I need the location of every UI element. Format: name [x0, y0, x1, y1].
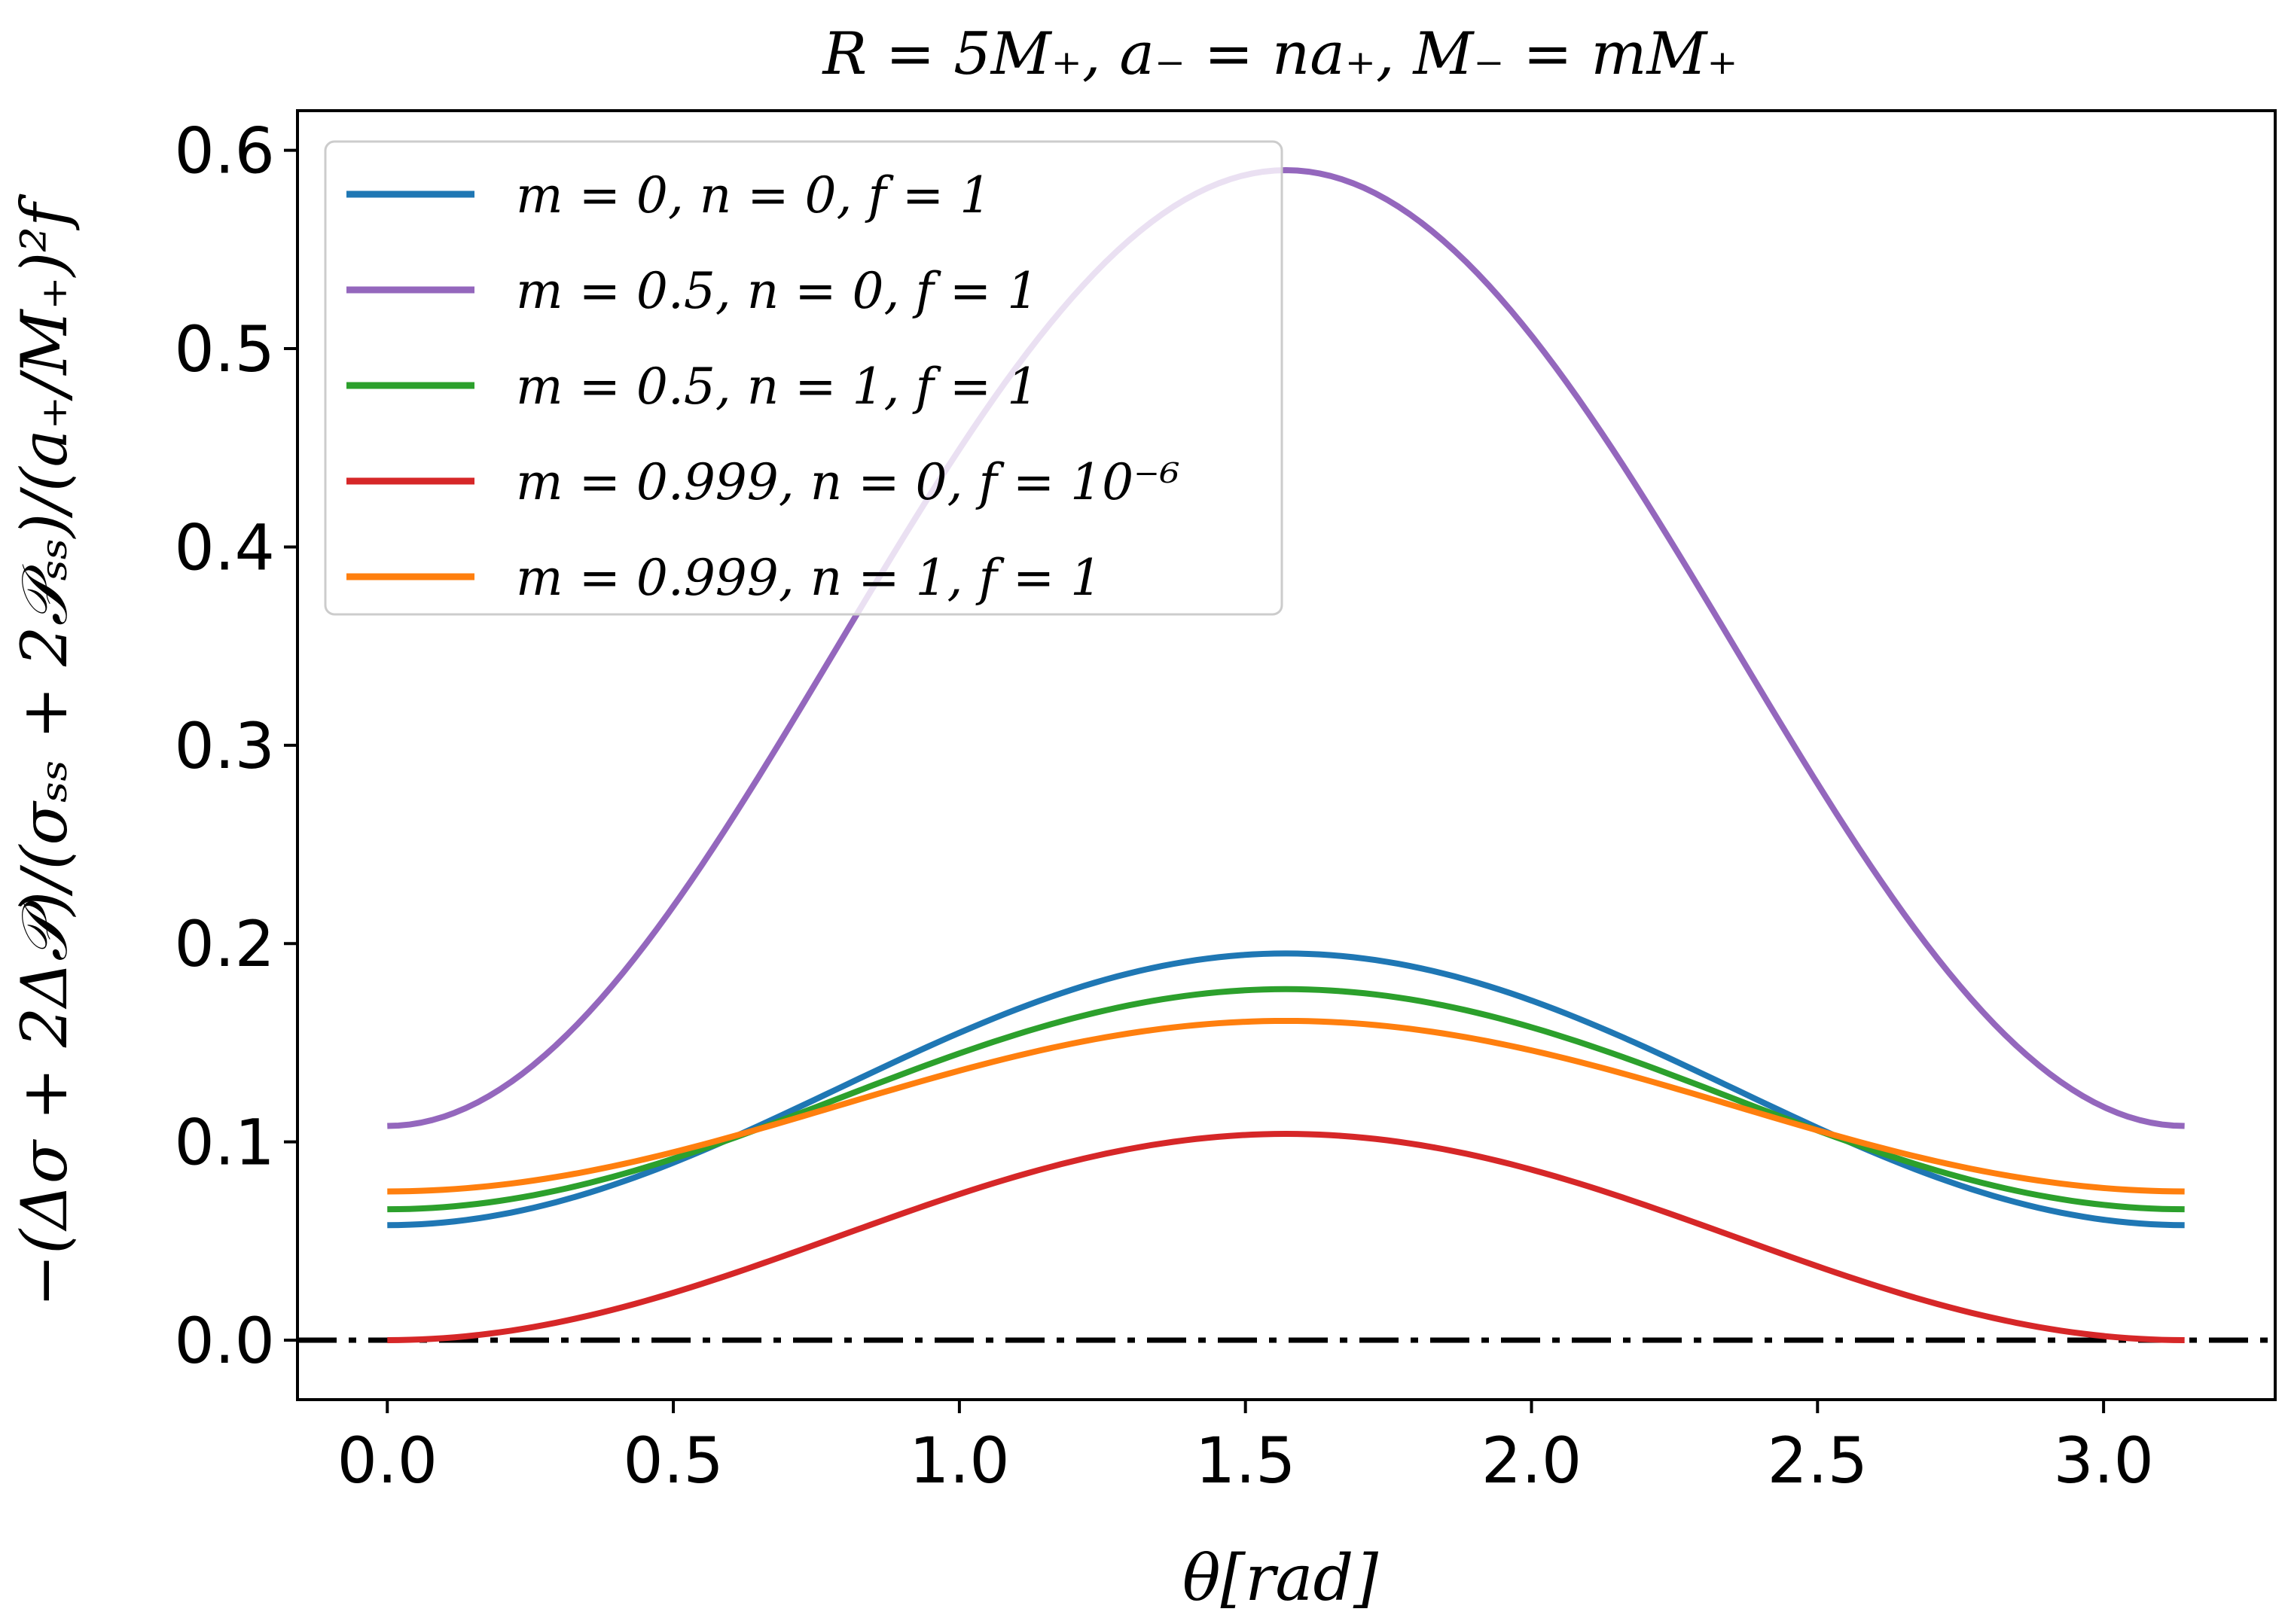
series-line-5 [387, 1017, 2185, 1195]
x-tick-label: 2.5 [1768, 1424, 1869, 1498]
x-tick-label: 3.0 [2053, 1424, 2154, 1498]
y-tick-label: 0.2 [174, 907, 275, 981]
legend: m = 0, n = 0, f = 1 m = 0.5, n = 0, f = 1… [324, 140, 1283, 616]
y-tick-label: 0.0 [174, 1304, 275, 1378]
x-tick-label: 2.0 [1481, 1424, 1582, 1498]
plot-frame [296, 109, 2277, 1401]
x-axis-label: θ[rad] [1182, 1541, 1378, 1615]
series-line-4 [387, 1131, 2185, 1343]
legend-label-1: m = 0, n = 0, f = 1 [516, 166, 991, 224]
chart-title: R = 5M₊, a₋ = na₊, M₋ = mM₊ [821, 20, 1737, 88]
legend-label-4: m = 0.999, n = 0, f = 10⁻⁶ [516, 453, 1179, 511]
y-axis-label: −(Δσ + 2Δ𝒫)/(σₛₛ + 2𝒫ₛₛ)/(a₊/M₊)²f [8, 193, 81, 1307]
y-tick-label: 0.6 [174, 114, 275, 188]
y-tick-label: 0.5 [174, 312, 275, 386]
series-line-2 [387, 167, 2185, 1129]
series-line-3 [387, 986, 2185, 1213]
y-tick-label: 0.1 [174, 1106, 275, 1180]
x-tick-label: 1.5 [1195, 1424, 1296, 1498]
legend-label-3: m = 0.5, n = 1, f = 1 [516, 358, 1039, 416]
legend-label-5: m = 0.999, n = 1, f = 1 [516, 549, 1102, 607]
x-tick-label: 1.0 [909, 1424, 1010, 1498]
x-tick-label: 0.5 [623, 1424, 724, 1498]
legend-box [324, 140, 1283, 616]
legend-label-2: m = 0.5, n = 0, f = 1 [516, 262, 1039, 320]
axis-ticks: 0.0 0.5 1.0 1.5 2.0 2.5 3.0 0.0 0.1 0.2 0.3 0.4 0.5 0… [174, 114, 2154, 1498]
y-tick-label: 0.4 [174, 510, 275, 584]
x-tick-label: 0.0 [337, 1424, 438, 1498]
y-tick-label: 0.3 [174, 709, 275, 783]
plot-lines [297, 167, 2275, 1343]
